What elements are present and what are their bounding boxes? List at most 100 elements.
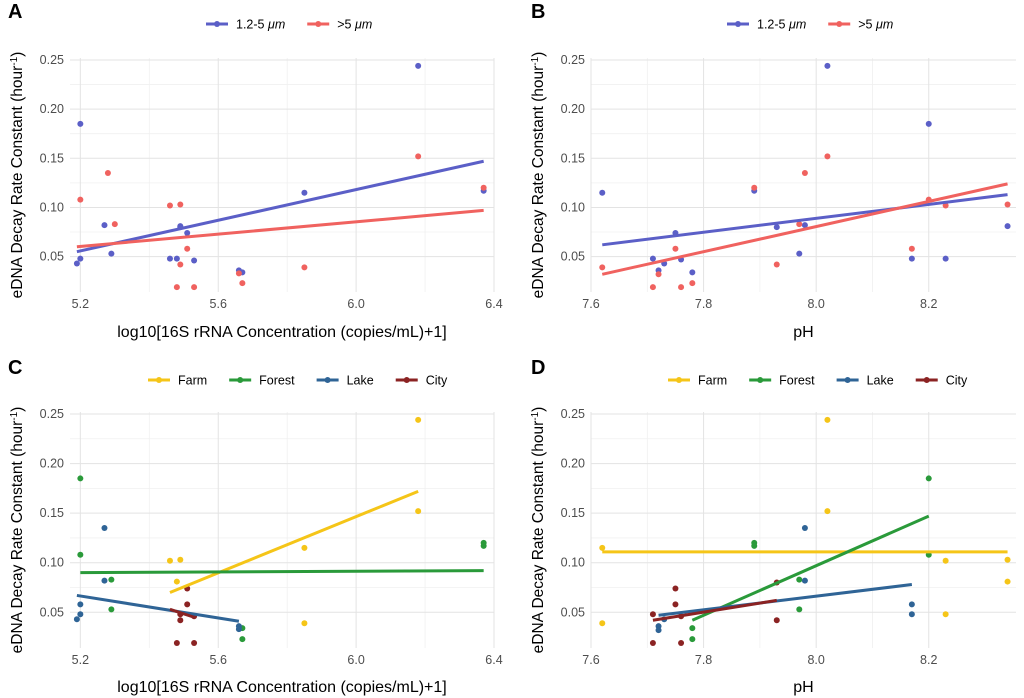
- data-point: [689, 280, 696, 287]
- data-point: [239, 636, 246, 643]
- data-point: [1004, 201, 1011, 208]
- data-point: [73, 260, 80, 267]
- data-point: [191, 640, 198, 647]
- data-point: [689, 636, 696, 643]
- data-point: [73, 616, 80, 623]
- data-point: [77, 196, 84, 203]
- legend-label: 1.2-5 μm: [236, 18, 285, 32]
- y-tick-label: 0.05: [40, 250, 64, 264]
- fit-line: [691, 514, 930, 622]
- data-point: [773, 224, 780, 231]
- y-tick-label: 0.25: [40, 407, 64, 421]
- legend-label: Farm: [178, 374, 207, 388]
- x-tick-label: 6.4: [485, 297, 502, 311]
- x-axis-title: pH: [793, 679, 813, 696]
- data-point: [177, 261, 184, 268]
- data-point: [1004, 578, 1011, 585]
- data-point: [942, 557, 949, 564]
- data-point: [672, 585, 679, 592]
- fit-line: [76, 159, 484, 254]
- x-axis-title: log10[16S rRNA Concentration (copies/mL)…: [117, 679, 447, 696]
- data-point: [184, 601, 191, 608]
- data-point: [801, 170, 808, 177]
- data-point: [796, 221, 803, 228]
- y-axis-title: eDNA Decay Rate Constant (hour-1): [530, 407, 548, 654]
- data-point: [599, 544, 606, 551]
- legend-swatch-dot: [237, 377, 244, 383]
- data-point: [184, 230, 191, 237]
- data-point: [925, 475, 932, 482]
- data-point: [108, 250, 115, 257]
- data-point: [415, 62, 422, 69]
- data-point: [480, 184, 487, 191]
- fit-line: [602, 193, 1008, 247]
- data-point: [166, 255, 173, 262]
- data-point: [415, 508, 422, 515]
- x-tick-label: 5.2: [72, 297, 89, 311]
- data-point: [908, 611, 915, 618]
- data-point: [796, 576, 803, 583]
- data-point: [908, 245, 915, 252]
- legend-swatch-dot: [735, 21, 741, 27]
- x-tick-label: 5.6: [210, 297, 227, 311]
- y-tick-label: 0.05: [40, 605, 64, 619]
- legend-label: Forest: [779, 374, 815, 388]
- data-point: [184, 245, 191, 252]
- x-tick-label: 6.0: [347, 653, 364, 667]
- data-point: [1004, 223, 1011, 230]
- data-point: [942, 255, 949, 262]
- panel-label: A: [8, 1, 22, 23]
- y-tick-label: 0.10: [561, 200, 585, 214]
- x-tick-label: 7.6: [582, 653, 599, 667]
- y-axis-title: eDNA Decay Rate Constant (hour-1): [9, 52, 27, 299]
- data-point: [301, 544, 308, 551]
- data-point: [301, 620, 308, 627]
- data-point: [801, 577, 808, 584]
- series-lake: [655, 525, 915, 634]
- data-point: [177, 556, 184, 563]
- y-tick-label: 0.25: [561, 53, 585, 67]
- legend-swatch-dot: [324, 377, 331, 383]
- legend-swatch-dot: [214, 21, 220, 27]
- x-tick-label: 8.2: [920, 297, 937, 311]
- legend-label: 1.2-5 μm: [757, 18, 806, 32]
- legend-swatch-dot: [844, 377, 851, 383]
- data-point: [173, 578, 180, 585]
- data-point: [599, 189, 606, 196]
- legend-swatch-dot: [403, 377, 410, 383]
- legend-label: Farm: [698, 374, 727, 388]
- data-point: [101, 577, 108, 584]
- data-point: [101, 525, 108, 532]
- legend-swatch-dot: [923, 377, 930, 383]
- data-point: [177, 617, 184, 624]
- y-tick-label: 0.15: [40, 506, 64, 520]
- data-point: [751, 184, 758, 191]
- data-point: [689, 625, 696, 632]
- y-axis-title: eDNA Decay Rate Constant (hour-1): [530, 52, 548, 299]
- data-point: [678, 640, 685, 647]
- legend-swatch-dot: [156, 377, 162, 383]
- data-point: [173, 640, 180, 647]
- x-tick-label: 6.0: [347, 297, 364, 311]
- panel-d: D 7.6 7.8 8.0 8.2 0.05 0.10 0.15 0.20 0.25 pH eDNA …: [530, 357, 1016, 696]
- data-point: [649, 255, 656, 262]
- y-tick-label: 0.15: [561, 151, 585, 165]
- data-point: [824, 153, 831, 160]
- data-point: [415, 153, 422, 160]
- x-axis-title: log10[16S rRNA Concentration (copies/mL)…: [117, 324, 447, 341]
- data-point: [111, 221, 118, 228]
- legend-label: >5 μm: [337, 18, 372, 32]
- data-point: [191, 257, 198, 264]
- y-tick-label: 0.20: [40, 102, 64, 116]
- fit-line: [601, 182, 1008, 276]
- gridlines: [70, 58, 495, 292]
- y-tick-label: 0.25: [40, 53, 64, 67]
- data-point: [108, 576, 115, 583]
- data-point: [166, 557, 173, 564]
- plot-area: [70, 412, 494, 648]
- gridlines: [590, 412, 1016, 648]
- y-tick-label: 0.25: [561, 407, 585, 421]
- data-point: [77, 255, 84, 262]
- data-point: [173, 255, 180, 262]
